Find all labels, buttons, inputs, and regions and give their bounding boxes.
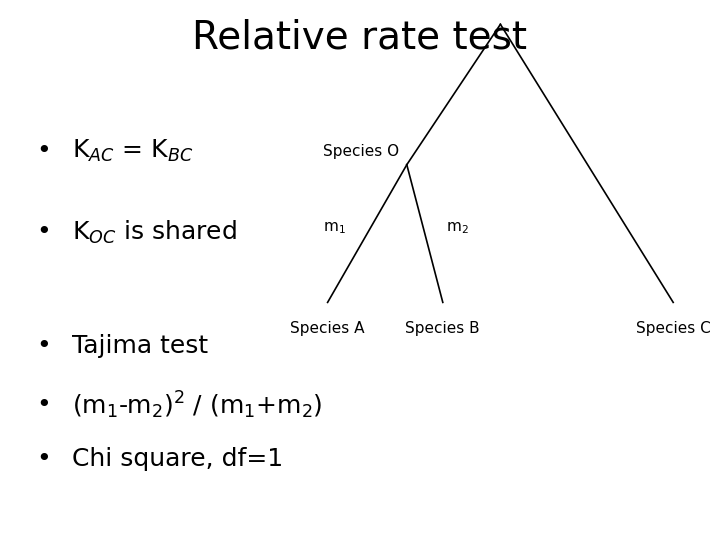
Text: Tajima test: Tajima test bbox=[72, 334, 208, 357]
Text: K$_{OC}$ is shared: K$_{OC}$ is shared bbox=[72, 219, 237, 246]
Text: Species A: Species A bbox=[290, 321, 365, 336]
Text: Relative rate test: Relative rate test bbox=[192, 19, 528, 57]
Text: (m$_1$-m$_2$)$^2$ / (m$_1$+m$_2$): (m$_1$-m$_2$)$^2$ / (m$_1$+m$_2$) bbox=[72, 389, 323, 421]
Text: Chi square, df=1: Chi square, df=1 bbox=[72, 447, 283, 471]
Text: Species O: Species O bbox=[323, 144, 400, 159]
Text: •: • bbox=[36, 334, 50, 357]
Text: m$_2$: m$_2$ bbox=[446, 220, 469, 236]
Text: •: • bbox=[36, 393, 50, 417]
Text: •: • bbox=[36, 447, 50, 471]
Text: K$_{AC}$ = K$_{BC}$: K$_{AC}$ = K$_{BC}$ bbox=[72, 138, 193, 164]
Text: m$_1$: m$_1$ bbox=[323, 220, 346, 236]
Text: •: • bbox=[36, 139, 50, 163]
Text: Species B: Species B bbox=[405, 321, 480, 336]
Text: Species C: Species C bbox=[636, 321, 711, 336]
Text: •: • bbox=[36, 220, 50, 244]
